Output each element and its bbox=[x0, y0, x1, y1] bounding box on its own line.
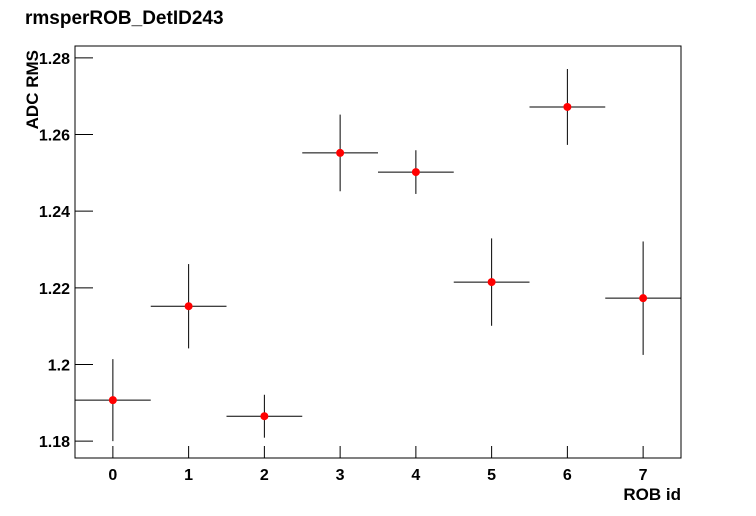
x-tick-label: 5 bbox=[487, 467, 496, 484]
point bbox=[184, 302, 193, 311]
point bbox=[108, 396, 117, 405]
y-tick-label: 1.28 bbox=[39, 51, 70, 68]
y-tick-label: 1.24 bbox=[39, 204, 70, 221]
x-tick-label: 4 bbox=[411, 467, 420, 484]
point bbox=[336, 148, 345, 157]
point bbox=[563, 102, 572, 111]
point bbox=[639, 294, 648, 303]
plot-frame bbox=[74, 45, 682, 459]
point bbox=[260, 412, 269, 421]
chart-title: rmsperROB_DetID243 bbox=[25, 8, 224, 29]
x-tick-label: 1 bbox=[184, 467, 193, 484]
point bbox=[487, 278, 496, 287]
x-tick-label: 6 bbox=[563, 467, 572, 484]
y-tick-label: 1.18 bbox=[39, 434, 70, 451]
x-tick-label: 3 bbox=[336, 467, 345, 484]
y-tick-label: 1.22 bbox=[39, 281, 70, 298]
point bbox=[411, 168, 420, 177]
x-axis-label: ROB id bbox=[623, 485, 681, 504]
x-tick-label: 7 bbox=[639, 467, 648, 484]
x-tick-label: 0 bbox=[108, 467, 117, 484]
y-axis-label: ADC RMS bbox=[23, 50, 42, 129]
y-tick-label: 1.26 bbox=[39, 128, 70, 145]
y-tick-label: 1.2 bbox=[48, 357, 70, 374]
x-tick-label: 2 bbox=[260, 467, 269, 484]
